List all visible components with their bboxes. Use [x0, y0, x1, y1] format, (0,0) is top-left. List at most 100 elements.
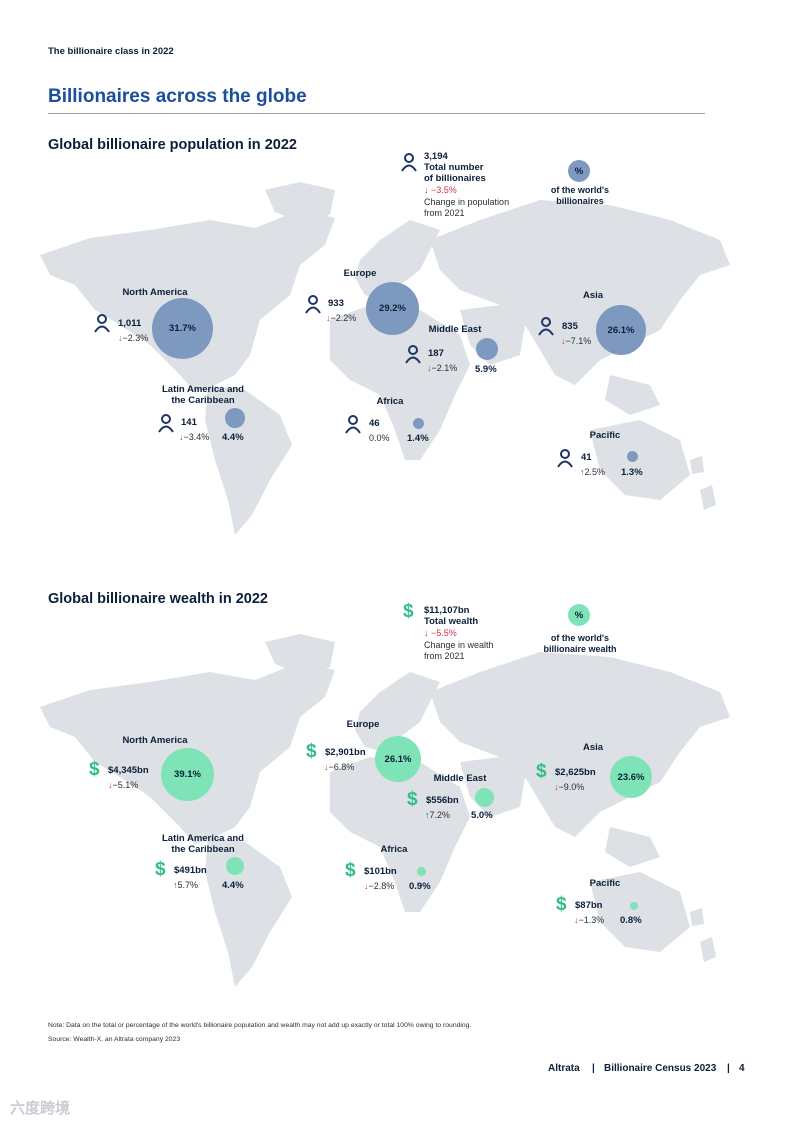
af-share-bubble: [413, 418, 424, 429]
page-title: Billionaires across the globe: [48, 86, 307, 107]
person-icon: [158, 414, 174, 433]
source-note: Source: Wealth-X, an Altrata company 202…: [48, 1036, 181, 1043]
wealth-legend-bubble: %: [568, 604, 590, 626]
region-asia: Asia: [582, 290, 604, 301]
footer-separator: |: [592, 1063, 595, 1074]
eu-share-bubble: 29.2%: [366, 282, 419, 335]
dollar-icon: $: [345, 860, 356, 881]
w-eu-share-bubble: 26.1%: [375, 736, 421, 782]
footer-separator: |: [727, 1063, 730, 1074]
w-af-change: ↓−2.8%: [364, 881, 395, 891]
footer-brand: Altrata: [548, 1063, 580, 1074]
total-billionaires-change: ↓ −3.5%: [424, 185, 457, 195]
total-wealth-label: Total wealth: [424, 616, 479, 627]
world-map-population: [40, 182, 730, 535]
w-region-africa: Africa: [380, 844, 408, 855]
region-africa: Africa: [376, 396, 404, 407]
region-pacific: Pacific: [589, 430, 621, 441]
total-wealth-value: $11,107bn: [424, 605, 470, 616]
na-share-bubble: 31.7%: [152, 298, 213, 359]
na-change: ↓−2.3%: [118, 333, 149, 343]
la-value: 141: [181, 417, 197, 428]
region-latin-america: Latin America and the Caribbean: [161, 384, 244, 406]
footnote: Note: Data on the total or percentage of…: [48, 1022, 472, 1029]
w-region-middle-east: Middle East: [433, 773, 487, 784]
af-change: 0.0%: [369, 433, 390, 443]
la-change: ↓−3.4%: [179, 432, 210, 442]
wealth-change-label: Change in wealth: [424, 640, 494, 650]
change-label-2: from 2021: [424, 208, 465, 218]
total-billionaires-label: Total number: [424, 162, 484, 173]
w-region-latin-america: Latin America and the Caribbean: [161, 833, 244, 855]
me-share-bubble: [476, 338, 498, 360]
pa-share-bubble: [627, 451, 638, 462]
change-label: Change in population: [424, 197, 510, 207]
wealth-title: Global billionaire wealth in 2022: [48, 591, 268, 607]
w-pa-share-bubble: [630, 902, 638, 910]
region-north-america: North America: [122, 287, 188, 298]
eu-value: 933: [328, 298, 344, 309]
person-icon: [345, 415, 361, 434]
dollar-icon: $: [536, 761, 547, 782]
person-icon: [405, 345, 421, 364]
person-icon: [305, 295, 321, 314]
w-as-share-bubble: 23.6%: [610, 756, 652, 798]
dollar-icon: $: [89, 759, 100, 780]
w-na-share-bubble: 39.1%: [161, 748, 214, 801]
na-value: 1,011: [118, 318, 142, 329]
w-af-share: 0.9%: [409, 881, 431, 892]
af-share: 1.4%: [407, 433, 429, 444]
as-value: 835: [562, 321, 578, 332]
w-me-value: $556bn: [426, 795, 459, 806]
dollar-icon: $: [155, 859, 166, 880]
me-change: ↓−2.1%: [427, 363, 458, 373]
population-title: Global billionaire population in 2022: [48, 137, 297, 153]
w-me-change: ↑7.2%: [425, 810, 451, 820]
legend-bubble: %: [568, 160, 590, 182]
la-share: 4.4%: [222, 432, 244, 443]
footer-report: Billionaire Census 2023: [604, 1063, 717, 1074]
w-la-value: $491bn: [174, 865, 207, 876]
me-value: 187: [428, 348, 444, 359]
w-pa-value: $87bn: [575, 900, 603, 911]
w-me-share-bubble: [475, 788, 494, 807]
w-as-change: ↓−9.0%: [554, 782, 585, 792]
person-icon: [538, 317, 554, 336]
w-na-change: ↓−5.1%: [108, 780, 139, 790]
pa-value: 41: [581, 452, 592, 463]
wealth-legend-label: of the world's billionaire wealth: [543, 633, 617, 654]
page-number: 4: [739, 1063, 745, 1074]
w-la-change: ↑5.7%: [173, 880, 199, 890]
w-af-share-bubble: [417, 867, 426, 876]
dollar-icon: $: [306, 741, 317, 762]
title-rule: [48, 113, 705, 114]
dollar-icon: $: [407, 789, 418, 810]
af-value: 46: [369, 418, 380, 429]
dollar-icon: $: [556, 894, 567, 915]
w-me-share: 5.0%: [471, 810, 493, 821]
me-share: 5.9%: [475, 364, 497, 375]
w-la-share-bubble: [226, 857, 244, 875]
w-as-value: $2,625bn: [555, 767, 596, 778]
dollar-icon: $: [403, 601, 414, 622]
la-share-bubble: [225, 408, 245, 428]
w-region-asia: Asia: [582, 742, 604, 753]
legend-label: of the world's billionaires: [550, 185, 610, 206]
w-af-value: $101bn: [364, 866, 397, 877]
person-icon: [94, 314, 110, 333]
total-wealth-change: ↓ −5.5%: [424, 628, 457, 638]
w-na-value: $4,345bn: [108, 765, 149, 776]
region-middle-east: Middle East: [428, 324, 482, 335]
world-map-wealth: [40, 634, 730, 987]
w-eu-value: $2,901bn: [325, 747, 366, 758]
kicker: The billionaire class in 2022: [48, 46, 174, 57]
w-la-share: 4.4%: [222, 880, 244, 891]
pa-share: 1.3%: [621, 467, 643, 478]
w-region-north-america: North America: [122, 735, 188, 746]
w-region-pacific: Pacific: [589, 878, 621, 889]
total-billionaires-value: 3,194: [424, 151, 448, 162]
w-pa-change: ↓−1.3%: [574, 915, 605, 925]
person-icon: [401, 153, 417, 172]
region-europe: Europe: [343, 268, 377, 279]
w-pa-share: 0.8%: [620, 915, 642, 926]
